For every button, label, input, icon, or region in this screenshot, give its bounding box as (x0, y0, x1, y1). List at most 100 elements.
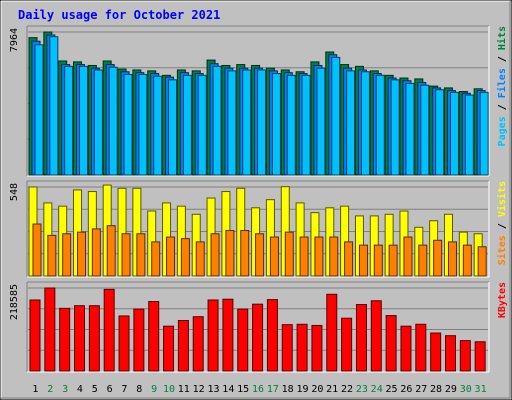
day-label-25: 25 (386, 384, 398, 395)
day-label-8: 8 (136, 384, 142, 395)
day-label-11: 11 (178, 384, 190, 395)
bar-kbytes-day-3: KBytes 3: 165000 (59, 307, 71, 372)
bar-kbytes-day-21: KBytes 21: 202000 (326, 293, 338, 372)
day-label-7: 7 (121, 384, 127, 395)
day-label-16: 16 (252, 384, 264, 395)
bar-pages-day-5: Pages 5: 5850 (93, 69, 103, 176)
legend-visits-sites: Sites / Visits (496, 181, 508, 265)
bar-pages-day-8: Pages 8: 5600 (138, 73, 148, 176)
day-label-9: 9 (151, 384, 157, 395)
bar-sites-day-13: Sites 13: 260 (210, 233, 220, 277)
bar-kbytes-day-6: KBytes 6: 215000 (103, 288, 115, 372)
day-label-19: 19 (296, 384, 308, 395)
bar-sites-day-4: Sites 4: 270 (77, 231, 87, 277)
day-label-21: 21 (326, 384, 338, 395)
legend-item-visits: Visits (496, 181, 508, 217)
panel-visits-sites: Visits 1: 548Visits 2: 450Visits 3: 430V… (9, 180, 508, 278)
bar-kbytes-day-31: KBytes 31: 77000 (474, 341, 486, 372)
bar-kbytes-day-12: KBytes 12: 143000 (192, 316, 204, 372)
bar-pages-day-23: Pages 23: 5750 (360, 71, 370, 176)
y-max-label: 548 (9, 183, 20, 201)
bar-kbytes-day-2: KBytes 2: 218585 (44, 287, 56, 372)
bar-sites-day-22: Sites 22: 210 (344, 241, 354, 277)
bar-kbytes-day-20: KBytes 20: 120000 (311, 324, 323, 372)
bar-kbytes-day-29: KBytes 29: 93000 (444, 335, 456, 372)
bar-pages-day-20: Pages 20: 5950 (316, 67, 326, 176)
bar-kbytes-day-16: KBytes 16: 176000 (252, 303, 264, 372)
bar-kbytes-day-15: KBytes 15: 163000 (237, 308, 249, 372)
day-label-31: 31 (475, 384, 487, 395)
bar-kbytes-day-28: KBytes 28: 100000 (430, 332, 442, 372)
legend-hits-files-pages: Pages / Files / Hits (496, 26, 508, 146)
day-label-27: 27 (415, 384, 427, 395)
legend-item-hits: Hits (496, 26, 508, 50)
bar-sites-day-29: Sites 29: 210 (447, 241, 457, 277)
day-axis: 1 2 3 4 5 6 7 8 9 10 11 12 13 14 15 16 17 18 19 20 21 22 23 24 2… (32, 384, 486, 395)
bar-sites-day-7: Sites 7: 260 (121, 233, 131, 277)
legend-item-sites: Sites (496, 235, 508, 265)
bar-pages-day-28: Pages 28: 4750 (435, 89, 445, 176)
day-label-29: 29 (445, 384, 457, 395)
bar-pages-day-27: Pages 27: 5000 (420, 84, 430, 176)
day-label-23: 23 (356, 384, 368, 395)
day-label-17: 17 (267, 384, 279, 395)
legend-item-kbytes: KBytes (497, 282, 508, 318)
day-label-30: 30 (460, 384, 472, 395)
bar-pages-day-11: Pages 11: 5550 (182, 74, 192, 176)
bar-pages-day-4: Pages 4: 6050 (79, 65, 89, 176)
bar-kbytes-day-4: KBytes 4: 172000 (74, 305, 86, 372)
bar-kbytes-day-11: KBytes 11: 133000 (177, 319, 189, 372)
day-label-22: 22 (341, 384, 353, 395)
bar-sites-day-30: Sites 30: 190 (462, 244, 472, 277)
day-label-2: 2 (47, 384, 53, 395)
bar-pages-day-18: Pages 18: 5550 (286, 74, 296, 176)
bar-pages-day-10: Pages 10: 5300 (168, 79, 178, 176)
bar-pages-day-3: Pages 3: 6050 (64, 65, 74, 176)
day-label-24: 24 (371, 384, 383, 395)
chart-title: Daily usage for October 2021 (18, 8, 220, 22)
bar-kbytes-day-17: KBytes 17: 188000 (266, 299, 278, 372)
bar-pages-day-25: Pages 25: 5300 (390, 79, 400, 176)
day-label-1: 1 (32, 384, 38, 395)
legend-separator: / (497, 98, 508, 116)
bar-sites-day-3: Sites 3: 260 (62, 233, 72, 277)
bar-sites-day-19: Sites 19: 240 (299, 236, 309, 277)
bar-pages-day-29: Pages 29: 4600 (449, 91, 459, 176)
bar-sites-day-14: Sites 14: 280 (225, 230, 235, 277)
bar-pages-day-12: Pages 12: 5550 (197, 74, 207, 176)
bar-kbytes-day-18: KBytes 18: 122000 (281, 324, 293, 372)
bar-sites-day-23: Sites 23: 190 (358, 244, 368, 277)
bar-kbytes-day-23: KBytes 23: 175000 (355, 304, 367, 372)
bar-pages-day-13: Pages 13: 6050 (212, 65, 222, 176)
bar-kbytes-day-22: KBytes 22: 139000 (341, 317, 353, 372)
day-label-14: 14 (222, 384, 234, 395)
bar-sites-day-25: Sites 25: 190 (388, 244, 398, 277)
day-label-13: 13 (207, 384, 219, 395)
bar-kbytes-day-5: KBytes 5: 172000 (88, 305, 100, 372)
day-label-15: 15 (237, 384, 249, 395)
bar-sites-day-26: Sites 26: 240 (403, 236, 413, 277)
bar-kbytes-day-24: KBytes 24: 185000 (370, 300, 382, 372)
legend-item-pages: Pages (497, 116, 508, 146)
bar-kbytes-day-26: KBytes 26: 118000 (400, 325, 412, 372)
bar-sites-day-1: Sites 1: 320 (32, 223, 42, 277)
bar-kbytes-day-14: KBytes 14: 189000 (222, 298, 234, 372)
bar-pages-day-16: Pages 16: 5850 (257, 69, 267, 176)
bar-pages-day-26: Pages 26: 5100 (405, 82, 415, 176)
legend-kbytes: KBytes (497, 282, 508, 318)
bar-sites-day-12: Sites 12: 210 (195, 241, 205, 277)
bar-sites-day-5: Sites 5: 290 (91, 228, 101, 277)
bar-pages-day-9: Pages 9: 5500 (153, 75, 163, 176)
day-label-10: 10 (163, 384, 175, 395)
bar-sites-day-15: Sites 15: 280 (240, 230, 250, 277)
bar-sites-day-21: Sites 21: 240 (329, 236, 339, 277)
bar-pages-day-2: Pages 2: 7700 (49, 36, 59, 176)
bar-pages-day-19: Pages 19: 5550 (301, 74, 311, 176)
bar-sites-day-11: Sites 11: 230 (180, 238, 190, 277)
bar-pages-day-31: Pages 31: 4600 (479, 91, 489, 176)
bar-pages-day-17: Pages 17: 5650 (271, 73, 281, 176)
bar-sites-day-27: Sites 27: 190 (418, 244, 428, 277)
chart-panels: Hits 1: 7650Hits 2: 7964Hits 3: 6350Hits… (9, 25, 508, 373)
